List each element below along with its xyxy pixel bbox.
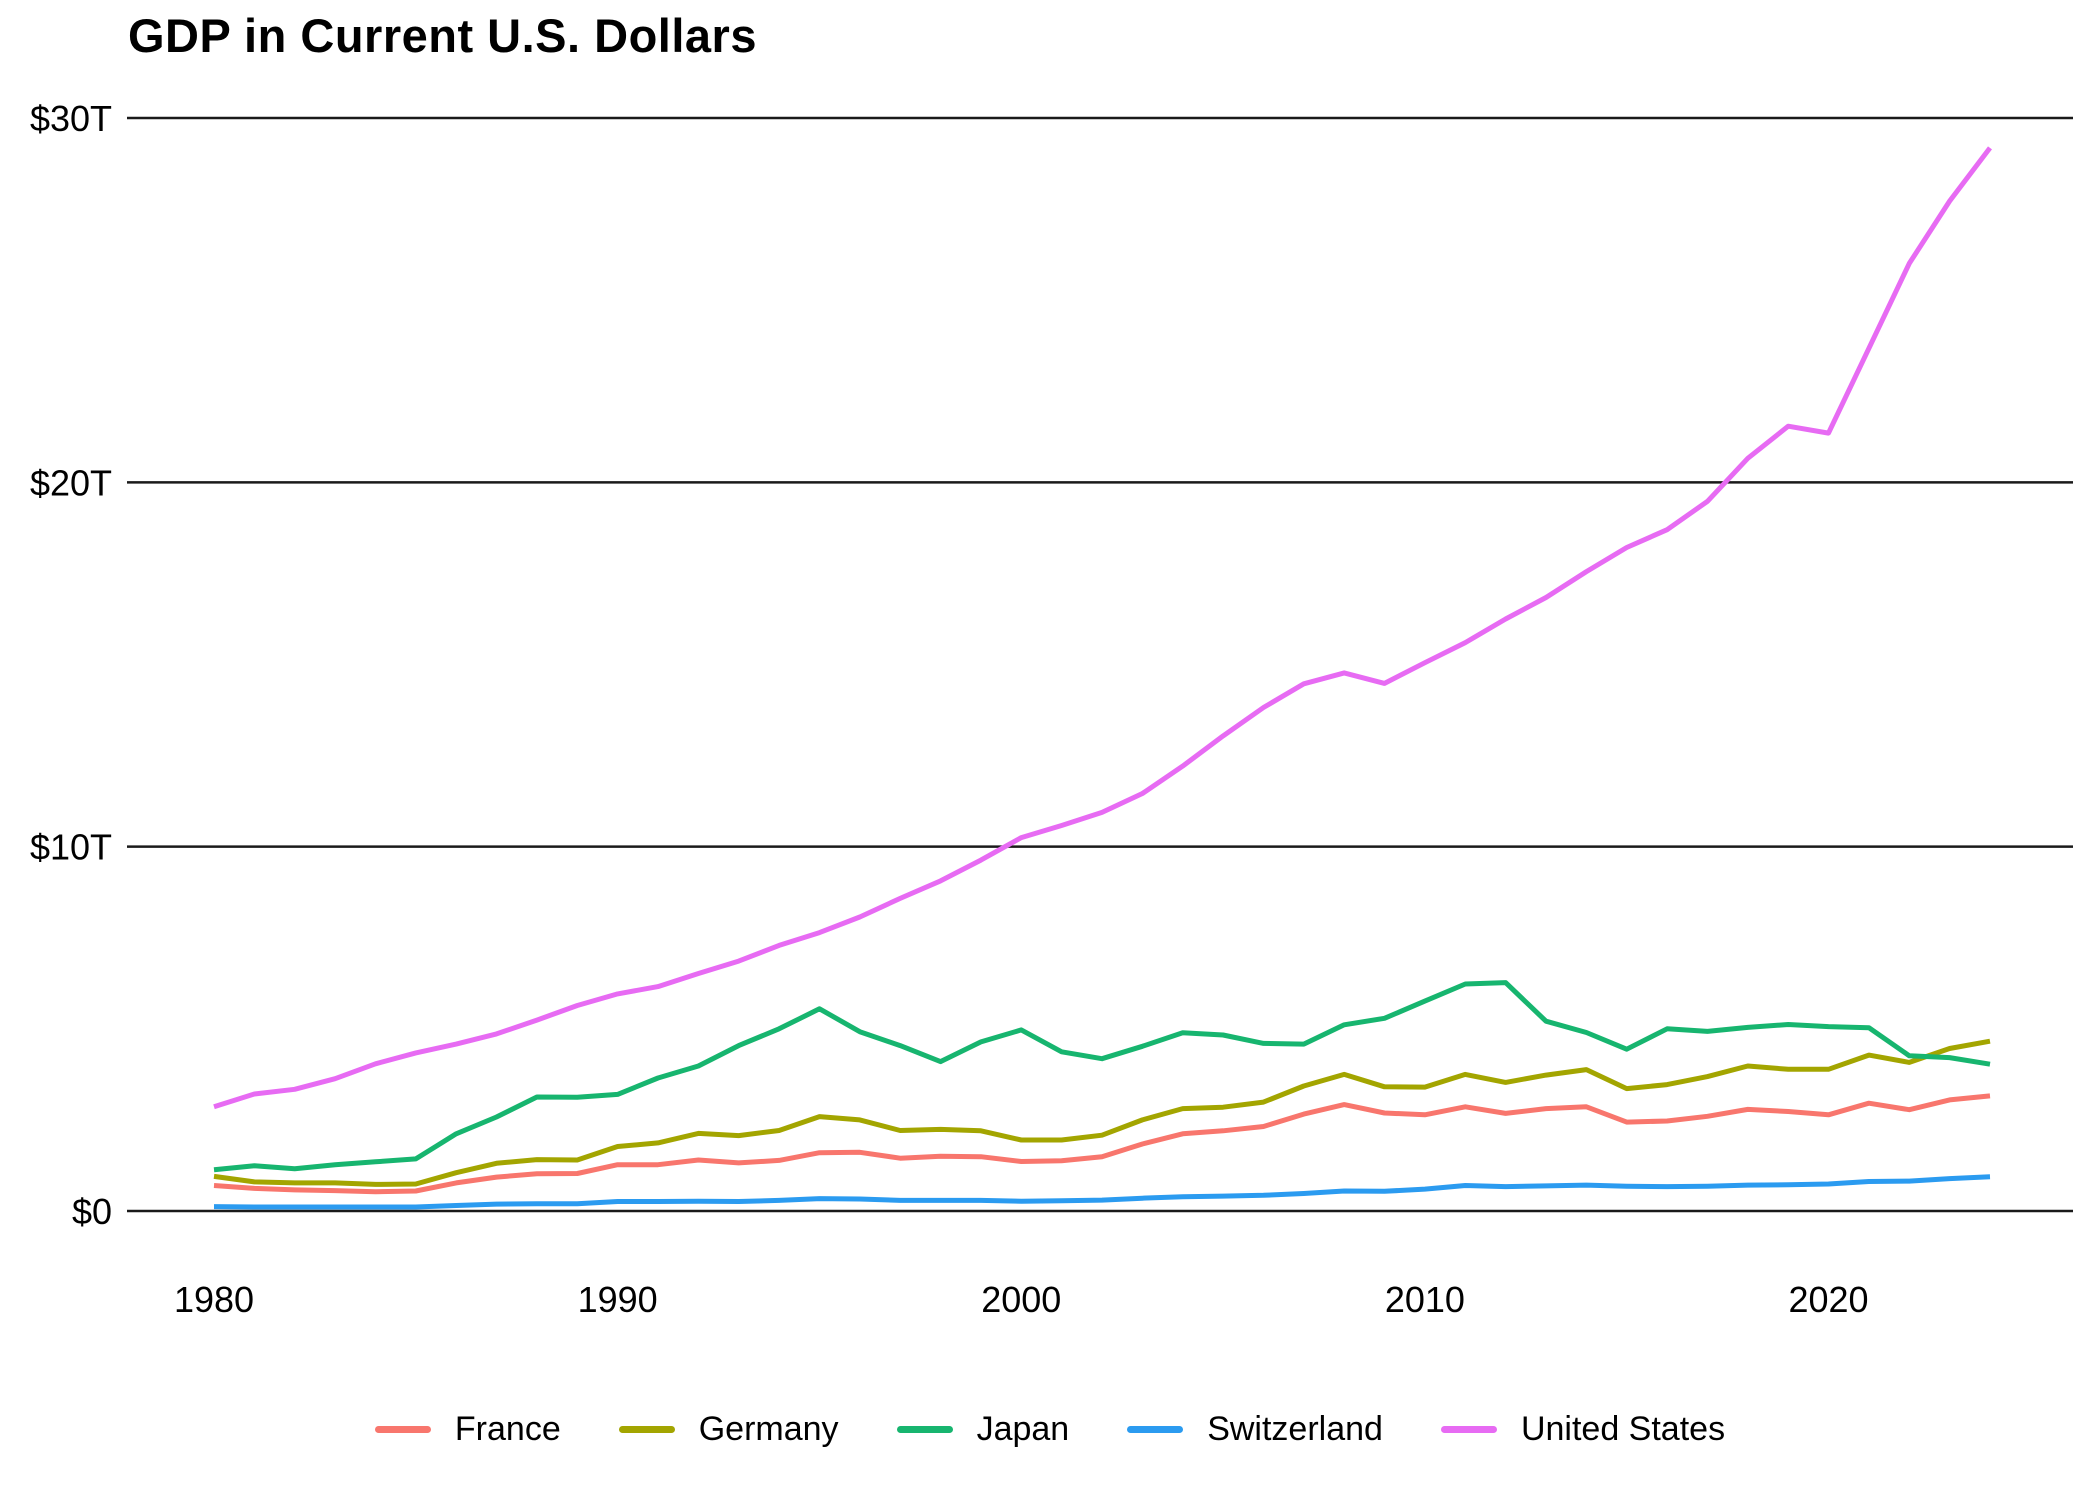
legend-item-france: France [374, 1410, 561, 1449]
y-tick-label: $20T [30, 462, 112, 503]
series-line-france [213, 1093, 1991, 1195]
legend-swatch-icon-japan [896, 1426, 953, 1433]
series-line-japan [213, 980, 1991, 1173]
x-tick-label: 1980 [174, 1279, 254, 1320]
legend-item-japan: Japan [896, 1410, 1070, 1449]
series-line-germany [213, 1038, 1991, 1187]
legend-swatch-icon-france [374, 1426, 431, 1433]
legend-swatch-icon-germany [618, 1426, 675, 1433]
x-tick-label: 2010 [1385, 1279, 1465, 1320]
series-line-switzerland [213, 1174, 1991, 1210]
legend-label-japan: Japan [976, 1410, 1070, 1448]
y-tick-label: $30T [30, 98, 112, 139]
legend-swatch-icon-switzerland [1127, 1426, 1184, 1433]
x-tick-label: 2000 [981, 1279, 1061, 1320]
chart-title: GDP in Current U.S. Dollars [128, 9, 757, 62]
legend-swatch-icon-united-states [1440, 1426, 1497, 1433]
legend-label-france: France [454, 1410, 561, 1448]
chart-canvas: $0 $10T $20T $30T 1980 1990 2000 2010 2020 [30, 98, 2073, 1320]
legend-label-switzerland: Switzerland [1207, 1410, 1383, 1448]
y-tick-label: $0 [72, 1191, 112, 1232]
x-tick-label: 2020 [1788, 1279, 1868, 1320]
legend-item-switzerland: Switzerland [1127, 1410, 1383, 1449]
series-line-united-states [213, 146, 1992, 1110]
legend-item-united-states: United States [1440, 1410, 1726, 1449]
legend-label-united-states: United States [1520, 1410, 1726, 1448]
legend-label-germany: Germany [698, 1410, 839, 1448]
legend-item-germany: Germany [618, 1410, 839, 1449]
y-tick-label: $10T [30, 827, 112, 868]
chart-legend: France Germany Japan Switzerland United Stat… [0, 1410, 2100, 1449]
x-tick-label: 1990 [578, 1279, 658, 1320]
